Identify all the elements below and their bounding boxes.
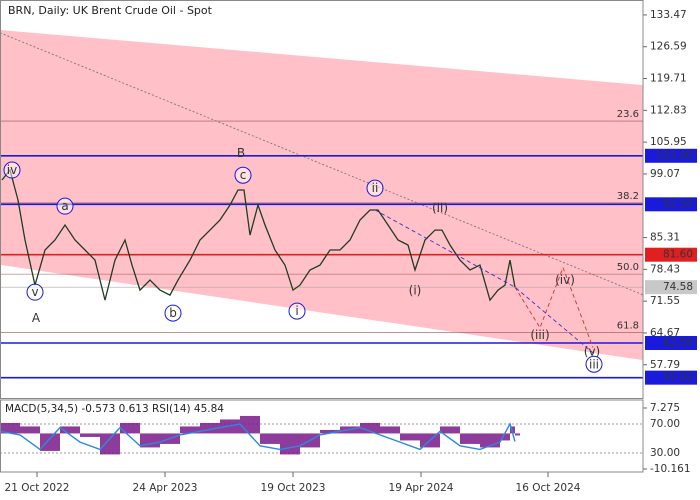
rsi-line xyxy=(0,422,516,451)
y2-tick-label: 30.00 xyxy=(650,447,680,459)
fib-label: 23.6 xyxy=(617,109,639,120)
x-tick-label: 21 Oct 2022 xyxy=(5,482,70,494)
y-tick-label: 133.47 xyxy=(650,9,687,21)
y2-tick-label: 70.00 xyxy=(650,418,680,430)
level-label: 81.60 xyxy=(663,249,693,261)
macd-bar xyxy=(60,426,80,434)
level-label: 92.50 xyxy=(663,198,693,210)
y-tick-label: 85.31 xyxy=(650,232,680,244)
wave-label: (i) xyxy=(409,283,422,297)
macd-bar xyxy=(0,422,20,434)
macd-bar xyxy=(140,433,160,448)
y-tick-label: 112.83 xyxy=(650,104,687,116)
y-tick-label: 71.55 xyxy=(650,295,680,307)
indicator-panel: 70.00 30.00 7.275 -10.161 MACD(5,34,5) -0.57… xyxy=(0,399,691,475)
macd-bar xyxy=(440,426,460,434)
wave-label: (iv) xyxy=(555,273,575,287)
forecast-line xyxy=(514,266,594,348)
wave-label: a xyxy=(61,199,68,213)
wave-circle xyxy=(26,283,44,301)
y-tick-label: -10.161 xyxy=(650,463,691,475)
macd-bar xyxy=(400,433,420,441)
macd-bar xyxy=(120,422,140,434)
current-price-label: 74.58 xyxy=(663,281,693,293)
level-label: 62.50 xyxy=(663,337,693,349)
level-box xyxy=(645,197,697,212)
wave-label: ii xyxy=(372,181,379,195)
macd-bar xyxy=(20,426,40,434)
wave-circle xyxy=(164,304,182,322)
fib-label: 61.8 xyxy=(617,320,639,331)
level-label: 55.00 xyxy=(663,372,693,384)
wave-label: (iii) xyxy=(530,328,549,342)
macd-bar xyxy=(240,415,260,434)
fib-label: 50.0 xyxy=(617,262,639,273)
macd-bar xyxy=(380,426,400,434)
y-tick-label: 78.43 xyxy=(650,263,680,275)
macd-bar xyxy=(80,433,100,437)
macd-bar xyxy=(180,426,200,434)
wave-label: A xyxy=(32,311,41,325)
wave-label: (ii) xyxy=(432,201,448,215)
price-line xyxy=(1,168,516,302)
y-tick-label: 119.71 xyxy=(650,73,687,85)
level-box xyxy=(645,247,697,262)
macd-bar xyxy=(320,429,340,434)
macd-bar xyxy=(200,422,220,434)
macd-bar xyxy=(360,422,380,434)
level-box xyxy=(645,335,697,350)
wave-label: iv xyxy=(7,163,17,177)
wave-circle xyxy=(234,166,252,184)
macd-bar xyxy=(510,426,515,434)
y-tick-label: 105.95 xyxy=(650,136,687,148)
wave-circle xyxy=(3,161,21,179)
wave-circle xyxy=(366,179,384,197)
wave-label: b xyxy=(169,306,177,320)
x-tick-label: 19 Oct 2023 xyxy=(261,482,326,494)
wave-label: (v) xyxy=(584,344,600,358)
macd-bar xyxy=(280,433,300,455)
wave-label: iii xyxy=(589,357,599,371)
current-price-box xyxy=(645,280,697,295)
macd-bar xyxy=(100,433,120,455)
level-box xyxy=(645,148,697,163)
macd-bar xyxy=(515,433,520,436)
macd-bar xyxy=(40,433,60,451)
wave-label: v xyxy=(31,285,38,299)
frame xyxy=(0,399,644,473)
wave-circle xyxy=(585,355,603,373)
fib-label: 38.2 xyxy=(617,191,639,202)
channel xyxy=(0,30,643,361)
wave-label: c xyxy=(240,168,247,182)
indicator-title: MACD(5,34,5) -0.573 0.613 RSI(14) 45.84 xyxy=(5,403,224,415)
level-label: 103.00 xyxy=(656,150,693,162)
y-tick-label: 126.59 xyxy=(650,41,687,53)
x-tick-label: 19 Apr 2024 xyxy=(389,482,454,494)
level-box xyxy=(645,370,697,385)
macd-bar xyxy=(460,433,480,444)
y-tick-label: 64.67 xyxy=(650,327,680,339)
chart-title: BRN, Daily: UK Brent Crude Oil - Spot xyxy=(8,4,213,17)
y-tick-label: 7.275 xyxy=(650,402,680,414)
x-tick-label: 24 Apr 2023 xyxy=(133,482,198,494)
wave-circle xyxy=(56,197,74,215)
y-tick-label: 57.79 xyxy=(650,359,680,371)
x-tick-label: 16 Oct 2024 xyxy=(516,482,581,494)
macd-bar xyxy=(500,433,510,441)
frame xyxy=(0,0,644,399)
wave-circle xyxy=(288,302,306,320)
wave-label: B xyxy=(237,146,245,160)
macd-bar xyxy=(260,433,280,444)
wave-label: i xyxy=(295,304,298,318)
price-panel: 23.6 38.2 50.0 61.8 133.47 126.59 119.71 112.83… xyxy=(0,0,697,399)
y-tick-label: 99.07 xyxy=(650,168,680,180)
